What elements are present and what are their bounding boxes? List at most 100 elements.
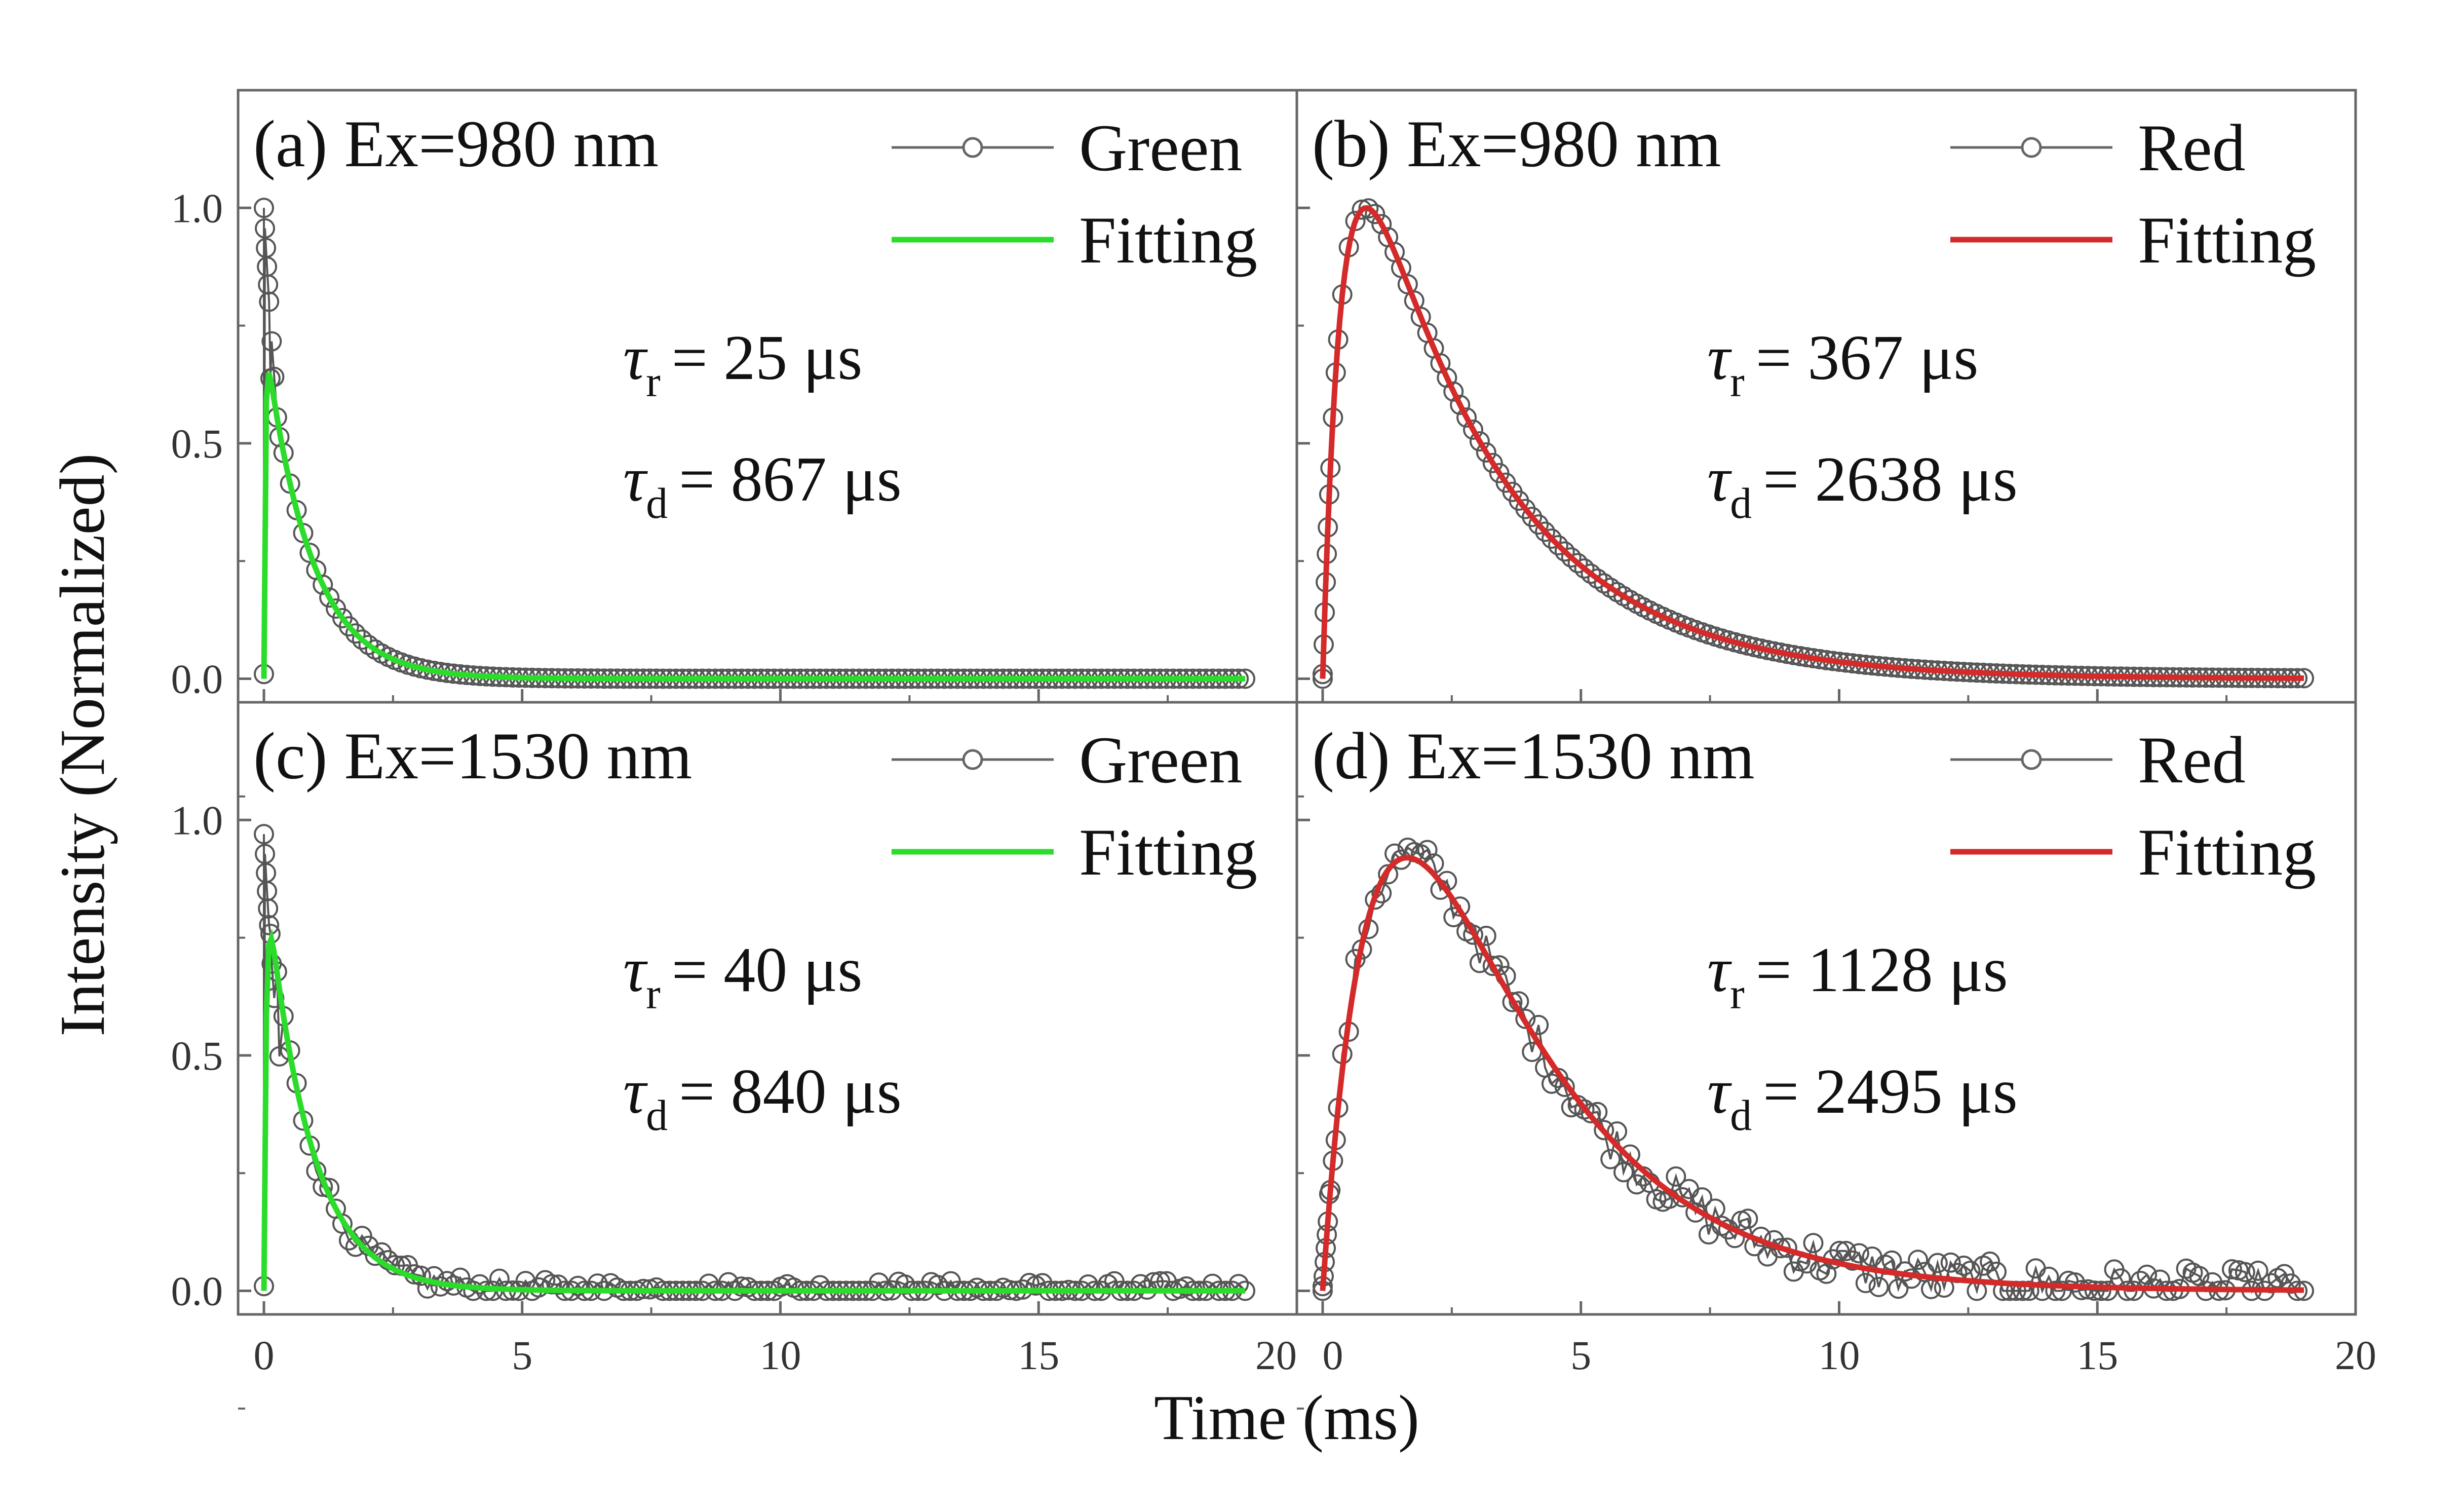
x-tick-label: 20: [2335, 1332, 2376, 1378]
data-point: [470, 1274, 490, 1295]
legend-fit-label: Fitting: [1079, 203, 1257, 277]
tau-rise-text: τr = 1128 μs: [1707, 935, 2008, 1018]
tau-decay-text: τd = 2495 μs: [1707, 1056, 2018, 1140]
legend-data-marker: [2021, 749, 2042, 770]
data-point: [1482, 956, 1503, 976]
data-point: [1594, 1120, 1614, 1141]
data-point: [1462, 420, 1483, 440]
tau-rise-text: τr = 25 μs: [623, 323, 862, 406]
x-tick-label: 0: [253, 1332, 274, 1378]
y-tick-label: 0.0: [171, 656, 223, 702]
data-point: [1803, 1233, 1824, 1254]
legend-data-marker: [962, 749, 983, 770]
data-point: [2137, 1264, 2158, 1285]
data-point: [1829, 1240, 1850, 1261]
data-point: [423, 1266, 444, 1287]
data-point: [810, 1275, 830, 1296]
panel-c: 0.0 0.5 1.0 0 5 10 15 20 (c) Ex=1530 nm Green Fitt…: [171, 701, 1298, 1410]
data-point: [258, 898, 279, 919]
data-point: [1535, 521, 1556, 542]
data-point: [1548, 535, 1568, 555]
x-axis-title: Time (ms): [1154, 1383, 1419, 1453]
data-point: [2084, 1280, 2105, 1301]
fit-curve: [261, 372, 1246, 682]
data-point: [1738, 1208, 1758, 1229]
legend-fit-label: Fitting: [2138, 815, 2316, 889]
data-point: [928, 1274, 948, 1295]
tau-decay-text: τd = 840 μs: [623, 1056, 902, 1140]
data-point: [2248, 1260, 2268, 1281]
legend-fit-label: Fitting: [1079, 815, 1257, 889]
tau-rise-text: τr = 40 μs: [623, 935, 862, 1018]
data-point: [1888, 1278, 1909, 1299]
data-point: [1437, 367, 1457, 388]
data-point: [1581, 563, 1601, 584]
data-point: [567, 1275, 588, 1296]
data-point: [1849, 1243, 1869, 1264]
data-point: [1561, 547, 1582, 568]
data-point: [1502, 992, 1523, 1012]
data-point: [1691, 1187, 1712, 1208]
data-point: [2097, 1280, 2118, 1301]
data-point: [299, 543, 320, 563]
data-point: [1528, 514, 1549, 535]
plot-frame: [1295, 701, 2357, 1316]
legend-fit-label: Fitting: [2138, 203, 2316, 277]
data-point: [1868, 1276, 1889, 1297]
panel-d: 0 5 10 15 20 (d) Ex=1530 nm Red Fitting τr = 1128…: [1295, 701, 2376, 1410]
data-point: [352, 629, 372, 650]
x-tick-label: 15: [1018, 1332, 1059, 1378]
data-point: [2045, 1280, 2066, 1301]
data-point: [338, 616, 359, 637]
data-point: [1567, 553, 1588, 574]
data-point: [1908, 1250, 1929, 1270]
data-point: [253, 824, 274, 845]
data-point: [2065, 1272, 2086, 1293]
x-tick-label: 0: [1322, 1332, 1343, 1378]
data-point: [1927, 1253, 1948, 1273]
data-point: [1842, 1250, 1863, 1271]
x-tick-label: 15: [2076, 1332, 2118, 1378]
data-point: [313, 575, 333, 595]
data-point: [1613, 1162, 1634, 1183]
x-tick-label: 5: [512, 1332, 532, 1378]
data-point: [2235, 1262, 2255, 1282]
data-point: [1469, 431, 1490, 451]
y-tick-label: 0.5: [171, 421, 223, 467]
data-point: [1574, 558, 1595, 579]
data-point: [1855, 1273, 1876, 1294]
panel-title: (c) Ex=1530 nm: [253, 719, 692, 793]
data-point: [1554, 541, 1575, 562]
legend-data-label: Red: [2138, 110, 2246, 185]
data-point: [259, 291, 280, 312]
data-point: [1176, 1276, 1197, 1297]
panels-group: 0.0 0.5 1.0 (a) Ex=980 nm Green Fitting τr = 25…: [171, 89, 2376, 1410]
data-point: [1522, 507, 1543, 527]
data-point: [1515, 1008, 1536, 1029]
data-point: [1607, 1121, 1628, 1142]
legend-data-marker: [2021, 137, 2042, 158]
y-tick-label: 0.5: [171, 1033, 223, 1079]
data-point: [2221, 1259, 2242, 1279]
data-point: [261, 331, 282, 352]
fit-curve: [1320, 855, 2304, 1293]
data-point: [253, 198, 274, 218]
data-point: [1378, 864, 1399, 885]
x-tick-label: 10: [1818, 1332, 1860, 1378]
tau-decay-text: τd = 2638 μs: [1707, 444, 2018, 527]
fit-curve: [261, 928, 1246, 1294]
data-point: [1365, 204, 1385, 224]
y-axis-title: Intensity (Normalized): [48, 453, 118, 1036]
y-tick-label: 1.0: [171, 185, 223, 231]
data-point: [345, 623, 366, 644]
data-point: [258, 274, 279, 295]
panel-a: 0.0 0.5 1.0 (a) Ex=980 nm Green Fitting τr = 25…: [171, 89, 1298, 798]
data-line: [262, 208, 1246, 680]
data-point: [1462, 924, 1483, 945]
data-point: [1980, 1251, 2000, 1272]
tau-decay-text: τd = 867 μs: [623, 444, 902, 527]
data-point: [1541, 528, 1562, 549]
panel-title: (d) Ex=1530 nm: [1312, 719, 1755, 793]
data-point: [1940, 1252, 1961, 1273]
